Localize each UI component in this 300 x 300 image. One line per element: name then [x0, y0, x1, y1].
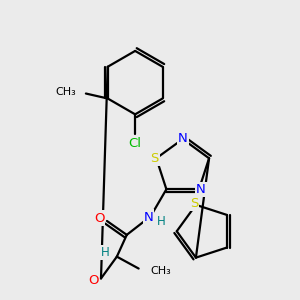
- Text: O: O: [94, 212, 104, 224]
- Text: N: N: [144, 211, 153, 224]
- Text: S: S: [190, 197, 198, 210]
- Text: H: H: [157, 215, 166, 229]
- Text: N: N: [178, 132, 188, 145]
- Text: CH₃: CH₃: [55, 86, 76, 97]
- Text: O: O: [88, 274, 98, 287]
- Text: H: H: [100, 246, 109, 259]
- Text: Cl: Cl: [129, 136, 142, 150]
- Text: N: N: [196, 183, 206, 196]
- Text: S: S: [150, 152, 158, 165]
- Text: CH₃: CH₃: [151, 266, 171, 275]
